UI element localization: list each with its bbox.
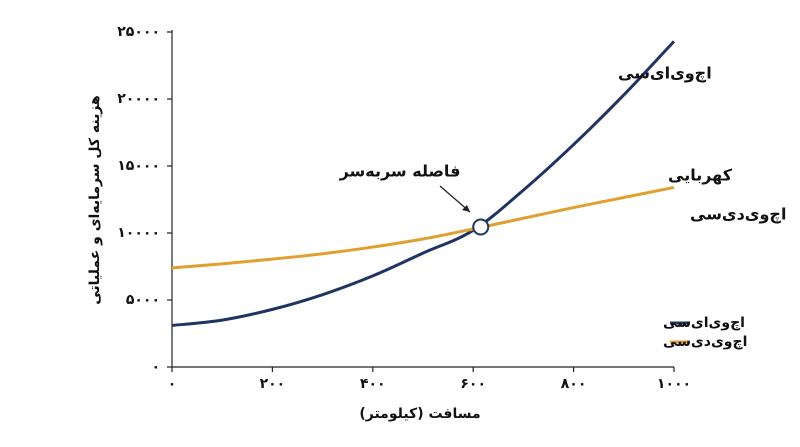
y-tick-label: ۲۵۰۰۰ [117, 24, 160, 40]
series-label: اچ‌وی‌دی‌سی [690, 205, 786, 224]
x-tick-label: ۴۰۰ [360, 376, 386, 392]
arrow-head [462, 205, 470, 212]
y-tick-label: ۲۰۰۰۰ [117, 91, 160, 107]
y-tick-label: ۱۰۰۰۰ [117, 225, 160, 241]
x-axis-title: مسافت (کیلومتر) [359, 406, 480, 422]
legend-label: اچ‌وی‌ای‌سی [663, 315, 745, 331]
breakeven-marker [472, 218, 490, 236]
x-tick-label: ۶۰۰ [460, 376, 486, 392]
series-line [171, 40, 676, 327]
y-tick-label: ۱۵۰۰۰ [117, 158, 160, 174]
y-tick-label: ۵۰۰۰ [126, 292, 160, 308]
series-label: اچ‌وی‌ای‌سی [618, 64, 712, 83]
breakeven-label: فاصله سربه‌سر [339, 162, 461, 181]
y-axis-title: هزینه کل سرمایه‌ای و عملیاتی [87, 95, 103, 305]
series-label: کهربایی [668, 166, 733, 185]
x-tick-label: ۱۰۰۰ [657, 376, 691, 392]
series-line [171, 185, 675, 270]
x-tick-label: ۰ [168, 376, 177, 392]
x-tick-label: ۲۰۰ [260, 376, 286, 392]
y-tick-label: ۰ [151, 359, 160, 375]
x-tick-label: ۸۰۰ [561, 376, 587, 392]
legend-label: اچ‌وی‌دی‌سی [663, 334, 747, 350]
